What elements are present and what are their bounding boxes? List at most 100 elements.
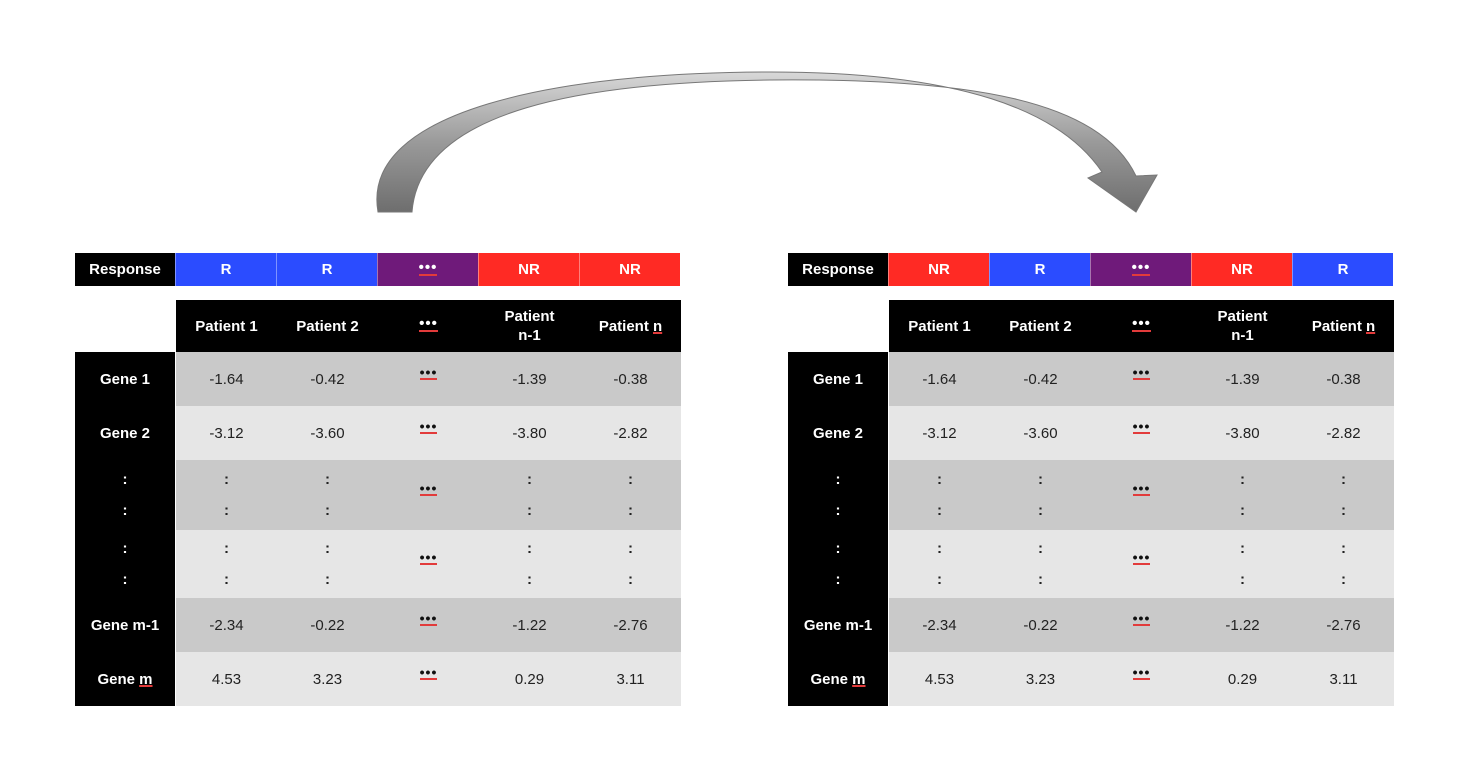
- colon: :: [937, 540, 942, 557]
- colon-stack: ::: [628, 471, 633, 519]
- cell-value: -3.12: [209, 424, 244, 442]
- colon: :: [628, 540, 633, 557]
- gene-label: Gene 2: [75, 406, 175, 460]
- colon: :: [1240, 571, 1245, 588]
- cell-value: -3.12: [922, 424, 957, 442]
- gene-label: Gene 1: [75, 352, 175, 406]
- colon: :: [1038, 571, 1043, 588]
- data-cell: ::: [1293, 460, 1394, 530]
- data-cell: -1.39: [1192, 352, 1293, 406]
- response-row: Response R R ••• NR NR: [75, 253, 680, 286]
- header-row: Patient 1 Patient 2 ••• Patient n-1 Patient …: [176, 300, 681, 352]
- cell-value: -0.22: [310, 616, 345, 634]
- response-row: Response NR R ••• NR R: [788, 253, 1393, 286]
- gene-name: Gene m: [810, 670, 866, 688]
- header-label: Patient 2: [296, 317, 359, 335]
- data-cell: •••: [1091, 460, 1192, 530]
- data-cell: -0.38: [580, 352, 681, 406]
- colon-stack: ::: [937, 540, 942, 588]
- data-row: -1.64 -0.42 ••• -1.39 -0.38: [176, 352, 681, 406]
- colon: :: [1038, 471, 1043, 488]
- data-area: -1.64 -0.42 ••• -1.39 -0.38 -3.12 -3.60 ••• -3.8…: [889, 352, 1394, 706]
- data-cell: -3.80: [1192, 406, 1293, 460]
- ellipsis: •••: [419, 418, 438, 434]
- response-cell: NR: [1191, 253, 1292, 286]
- data-cell: •••: [378, 460, 479, 530]
- cell-value: 4.53: [924, 670, 955, 688]
- data-cell: 3.23: [990, 652, 1091, 706]
- data-cell: ::: [176, 530, 277, 598]
- ellipsis: •••: [419, 664, 438, 680]
- gene-name: Gene m-1: [90, 616, 160, 634]
- data-row: -1.64 -0.42 ••• -1.39 -0.38: [889, 352, 1394, 406]
- header-label: Patient 1: [195, 317, 258, 335]
- response-label: Response: [788, 253, 888, 286]
- colon: :: [325, 502, 330, 519]
- response-cell: R: [989, 253, 1090, 286]
- response-value: R: [220, 261, 232, 278]
- header-cell: Patient 1: [889, 300, 990, 352]
- data-cell: -0.38: [1293, 352, 1394, 406]
- cell-value: -1.22: [512, 616, 547, 634]
- data-cell: -3.12: [889, 406, 990, 460]
- ellipsis: •••: [1132, 364, 1151, 380]
- colon-stack: ::: [1240, 471, 1245, 519]
- ellipsis: •••: [1132, 610, 1151, 626]
- ellipsis: •••: [1132, 418, 1151, 434]
- gene-label: ::: [788, 530, 888, 598]
- data-row: :::: •••::::: [176, 460, 681, 530]
- gene-colon: :: [122, 471, 128, 488]
- data-cell: ::: [990, 530, 1091, 598]
- colon: :: [224, 540, 229, 557]
- colon-stack: ::: [527, 540, 532, 588]
- data-row: -3.12 -3.60 ••• -3.80 -2.82: [176, 406, 681, 460]
- gene-label: ::: [75, 530, 175, 598]
- response-cell: NR: [579, 253, 680, 286]
- curved-arrow: [376, 71, 1158, 213]
- data-cell: •••: [1091, 530, 1192, 598]
- colon: :: [628, 502, 633, 519]
- ellipsis: •••: [1132, 480, 1151, 496]
- colon: :: [527, 540, 532, 557]
- data-cell: -1.64: [176, 352, 277, 406]
- header-cell: Patient n-1: [1192, 300, 1293, 352]
- gene-label: Gene m-1: [75, 598, 175, 652]
- data-row: :::: •••::::: [889, 530, 1394, 598]
- colon: :: [1341, 540, 1346, 557]
- colon-stack: ::: [1038, 471, 1043, 519]
- data-cell: •••: [378, 352, 479, 406]
- data-cell: ::: [479, 530, 580, 598]
- response-cell: R: [175, 253, 276, 286]
- cell-value: -2.76: [1326, 616, 1361, 634]
- colon-stack: ::: [224, 540, 229, 588]
- colon: :: [325, 471, 330, 488]
- response-value: NR: [619, 261, 641, 278]
- gene-colon: :: [122, 571, 128, 588]
- header-cell: Patient 2: [990, 300, 1091, 352]
- cell-value: -3.80: [512, 424, 547, 442]
- data-cell: 0.29: [1192, 652, 1293, 706]
- data-row: :::: •••::::: [176, 530, 681, 598]
- header-label: Patient n-1: [1217, 308, 1268, 344]
- response-cell: R: [276, 253, 377, 286]
- gene-label: Gene m: [788, 652, 888, 706]
- cell-value: -0.38: [613, 370, 648, 388]
- cell-value: 0.29: [514, 670, 545, 688]
- gene-name: Gene m: [97, 670, 153, 688]
- gene-name: Gene 1: [99, 370, 151, 388]
- colon-stack: ::: [1240, 540, 1245, 588]
- data-cell: ::: [1192, 460, 1293, 530]
- response-cell: NR: [478, 253, 579, 286]
- data-cell: •••: [378, 530, 479, 598]
- cell-value: -2.76: [613, 616, 648, 634]
- gene-name: Gene 2: [812, 424, 864, 442]
- header-cell: Patient n-1: [479, 300, 580, 352]
- gene-label: Gene m-1: [788, 598, 888, 652]
- response-value: •••: [418, 258, 438, 276]
- data-cell: ::: [990, 460, 1091, 530]
- gene-label: Gene 2: [788, 406, 888, 460]
- cell-value: 4.53: [211, 670, 242, 688]
- gene-colon: :: [835, 540, 841, 557]
- data-row: -2.34 -0.22 ••• -1.22 -2.76: [176, 598, 681, 652]
- data-cell: -0.22: [277, 598, 378, 652]
